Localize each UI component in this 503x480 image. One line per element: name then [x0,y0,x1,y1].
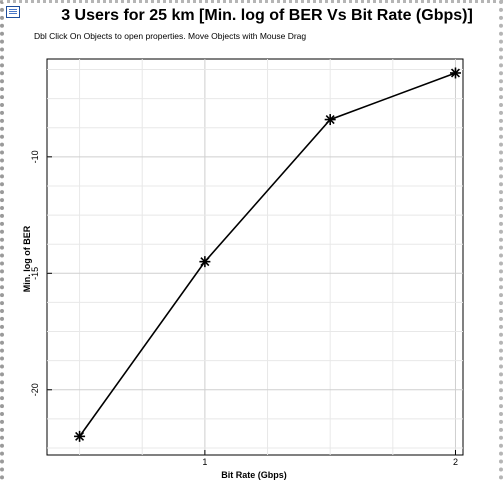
data-point-marker [449,67,461,79]
y-tick-label: -15 [30,267,40,280]
y-tick-label: -10 [30,150,40,163]
graph-window-icon[interactable] [6,6,20,18]
x-tick-label: 1 [202,457,207,467]
y-axis-label: Min. log of BER [22,225,32,293]
hint-text: Dbl Click On Objects to open properties.… [34,31,307,41]
x-tick-label: 2 [453,457,458,467]
x-axis-label: Bit Rate (Gbps) [221,470,287,480]
chart-title: 3 Users for 25 km [Min. log of BER Vs Bi… [61,7,473,24]
series-line-group [74,67,461,442]
grid [47,59,463,455]
data-point-marker [324,114,336,126]
y-axis-ticks: -10 -15 -20 [30,150,52,396]
series-line [78,72,456,437]
plot-frame [46,58,464,456]
data-point-marker [199,256,211,268]
y-tick-label: -20 [30,383,40,396]
data-point-marker [74,430,86,442]
